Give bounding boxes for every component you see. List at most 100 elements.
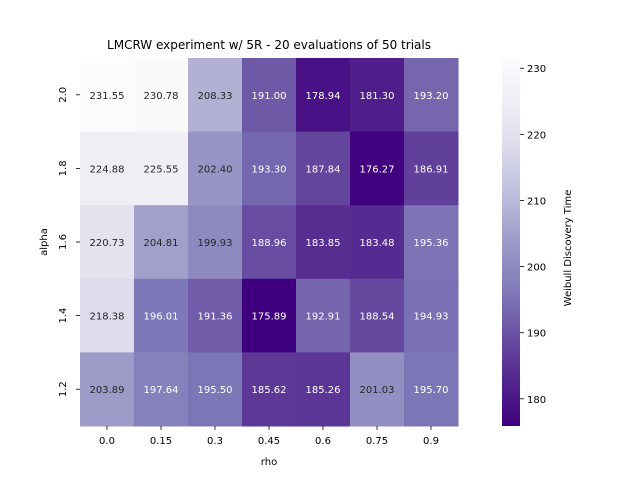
heatmap-cell (134, 131, 189, 206)
cell-value-label: 199.93 (198, 238, 233, 249)
x-tick-label: 0.9 (423, 436, 439, 447)
y-axis-ticks: 2.0 1.8 1.6 1.4 1.2 (58, 87, 80, 397)
heatmap-cell (296, 131, 351, 206)
cell-value-label: 191.00 (252, 91, 287, 102)
heatmap-cell (404, 352, 459, 427)
cell-value-label: 208.33 (198, 91, 233, 102)
heatmap-cell (242, 205, 297, 280)
colorbar-title: Weibull Discovery Time (563, 190, 574, 307)
y-tick-label: 1.4 (58, 308, 69, 324)
heatmap-cell (296, 205, 351, 280)
cell-value-label: 195.70 (414, 385, 449, 396)
heatmap-cell-labels: 231.55 230.78 208.33 191.00 178.94 181.30 193.… (90, 91, 449, 396)
x-axis-title: rho (261, 457, 277, 468)
x-tick-label: 0.6 (315, 436, 331, 447)
x-tick-label: 0.0 (99, 436, 115, 447)
cell-value-label: 230.78 (144, 91, 179, 102)
heatmap-cell (350, 131, 405, 206)
heatmap-cell (404, 58, 459, 133)
y-axis-title: alpha (39, 228, 50, 256)
cell-value-label: 195.36 (414, 238, 449, 249)
y-tick-label: 1.2 (58, 381, 69, 397)
heatmap-cell (296, 58, 351, 133)
cell-value-label: 192.91 (306, 312, 341, 323)
heatmap-cell (134, 352, 189, 427)
colorbar-tick-label: 190 (527, 329, 546, 340)
heatmap-cell (296, 278, 351, 353)
heatmap-cell (242, 58, 297, 133)
heatmap-cell (134, 205, 189, 280)
colorbar-ticks: 180 190 200 210 220 230 (520, 64, 546, 406)
heatmap-cell (350, 58, 405, 133)
cell-value-label: 225.55 (144, 164, 179, 175)
heatmap-cell (188, 352, 243, 427)
cell-value-label: 178.94 (306, 91, 341, 102)
cell-value-label: 204.81 (144, 238, 179, 249)
y-tick-label: 1.6 (58, 234, 69, 250)
heatmap-cell (350, 205, 405, 280)
cell-value-label: 181.30 (360, 91, 395, 102)
x-tick-label: 0.45 (258, 436, 280, 447)
cell-value-label: 186.91 (414, 164, 449, 175)
y-tick-label: 1.8 (58, 160, 69, 176)
cell-value-label: 195.50 (198, 385, 233, 396)
cell-value-label: 218.38 (90, 312, 125, 323)
cell-value-label: 193.20 (414, 91, 449, 102)
cell-value-label: 224.88 (90, 164, 125, 175)
cell-value-label: 220.73 (90, 238, 125, 249)
cell-value-label: 202.40 (198, 164, 233, 175)
cell-value-label: 183.48 (360, 238, 395, 249)
heatmap-cell (80, 205, 135, 280)
x-tick-label: 0.3 (207, 436, 223, 447)
x-tick-label: 0.15 (150, 436, 172, 447)
cell-value-label: 183.85 (306, 238, 341, 249)
cell-value-label: 203.89 (90, 385, 125, 396)
heatmap-cell (242, 278, 297, 353)
heatmap-cell (134, 278, 189, 353)
colorbar-tick-label: 180 (527, 395, 546, 406)
cell-value-label: 187.84 (306, 164, 341, 175)
heatmap-cell (296, 352, 351, 427)
heatmap-cell (188, 131, 243, 206)
heatmap-cell (80, 58, 135, 133)
colorbar-tick-label: 220 (527, 130, 546, 141)
heatmap-cell (242, 131, 297, 206)
heatmap-cell (242, 352, 297, 427)
y-tick-label: 2.0 (58, 87, 69, 103)
heatmap-cell (188, 58, 243, 133)
colorbar-tick-label: 210 (527, 196, 546, 207)
cell-value-label: 185.62 (252, 385, 287, 396)
cell-value-label: 188.54 (360, 312, 395, 323)
heatmap-cell (404, 278, 459, 353)
cell-value-label: 185.26 (306, 385, 341, 396)
cell-value-label: 194.93 (414, 312, 449, 323)
heatmap-cell (188, 205, 243, 280)
cell-value-label: 197.64 (144, 385, 179, 396)
x-tick-label: 0.75 (366, 436, 388, 447)
heatmap-cell (80, 278, 135, 353)
chart-title: LMCRW experiment w/ 5R - 20 evaluations … (107, 38, 431, 52)
cell-value-label: 188.96 (252, 238, 287, 249)
x-axis-ticks: 0.0 0.15 0.3 0.45 0.6 0.75 0.9 (99, 426, 439, 447)
heatmap-cell (404, 131, 459, 206)
colorbar-tick-label: 200 (527, 263, 546, 274)
heatmap-cell (350, 352, 405, 427)
colorbar-tick-label: 230 (527, 64, 546, 75)
cell-value-label: 231.55 (90, 91, 125, 102)
heatmap-cell (404, 205, 459, 280)
cell-value-label: 201.03 (360, 385, 395, 396)
cell-value-label: 175.89 (252, 312, 287, 323)
cell-value-label: 191.36 (198, 312, 233, 323)
heatmap-cell (134, 58, 189, 133)
cell-value-label: 193.30 (252, 164, 287, 175)
heatmap-cell (80, 352, 135, 427)
colorbar (502, 58, 520, 426)
heatmap-cells (80, 58, 459, 427)
heatmap-cell (188, 278, 243, 353)
cell-value-label: 176.27 (360, 164, 395, 175)
cell-value-label: 196.01 (144, 312, 179, 323)
heatmap-cell (80, 131, 135, 206)
heatmap-cell (350, 278, 405, 353)
